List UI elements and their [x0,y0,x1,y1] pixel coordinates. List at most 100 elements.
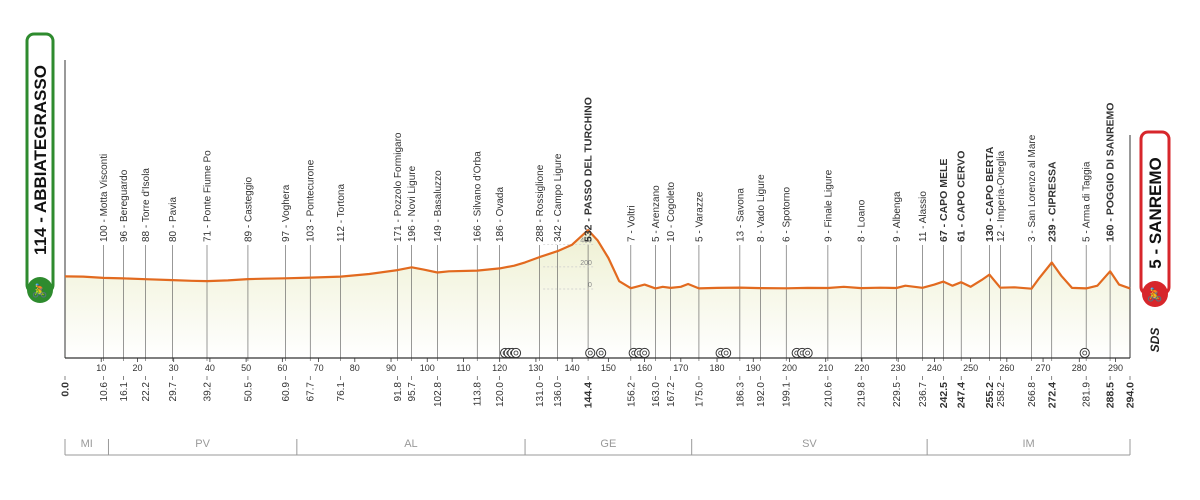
km-label: 10.6 [99,382,110,402]
km-label: 247.4 [956,382,968,408]
region-label: SV [802,438,817,450]
place-label: 342 - Campo Ligure [553,153,564,242]
place-label: 130 - CAPO BERTA [984,146,996,242]
x-tick-label: 190 [746,363,761,373]
road-marker-icon-inner [642,350,647,356]
km-label: 288.5 [1105,382,1117,408]
x-tick-label: 60 [277,363,287,373]
x-tick-label: 120 [492,363,507,373]
km-label: 186.3 [735,382,746,407]
km-label: 0.0 [60,382,72,397]
place-label: 12 - Imperia-Oneglia [996,150,1007,242]
x-tick-label: 70 [314,363,324,373]
region-label: IM [1022,438,1034,450]
km-label: 229.5 [892,382,903,407]
finish-cyclist-icon [1142,281,1168,307]
region-label: AL [404,438,417,450]
start-cyclist-glyph: 🚴 [32,283,48,298]
x-tick-label: 250 [963,363,978,373]
x-tick-label: 160 [637,363,652,373]
y-tick-label: 0 [588,282,592,289]
start-cyclist-icon [27,277,53,303]
place-label: 186 - Ovada [495,187,506,242]
km-label: 255.2 [984,382,996,408]
place-label: 71 - Ponte Fiume Po [203,150,214,242]
place-label: 9 - Albenga [892,191,903,242]
place-label: 89 - Casteggio [243,177,254,242]
km-label: 242.5 [938,382,950,408]
place-label: 160 - POGGIO DI SANREMO [1105,103,1117,242]
x-tick-label: 180 [710,363,725,373]
road-marker-icon [596,347,607,359]
km-label: 167.2 [666,382,677,407]
km-label: 95.7 [407,382,418,402]
x-tick-label: 280 [1072,363,1087,373]
km-label: 16.1 [119,382,130,402]
x-tick-label: 30 [169,363,179,373]
road-marker-icon [1079,347,1090,359]
place-label: 13 - Savona [735,188,746,242]
road-marker-icon-inner [723,350,729,356]
x-tick-label: 260 [999,363,1014,373]
km-label: 199.1 [782,382,793,407]
place-label: 149 - Basaluzzo [433,170,444,242]
road-marker-icon [585,347,596,359]
road-marker-icon-inner [1082,350,1088,356]
x-tick-label: 200 [782,363,797,373]
km-label: 294.0 [1125,382,1137,408]
place-label: 103 - Pontecurone [306,159,317,242]
x-tick-label: 230 [891,363,906,373]
place-label: 288 - Rossiglione [535,164,546,242]
x-tick-label: 240 [927,363,942,373]
x-tick-label: 210 [818,363,833,373]
place-label: 7 - Voltri [626,205,637,242]
km-label: 192.0 [756,382,767,407]
start-label: 114 - ABBIATEGRASSO [31,65,50,255]
sponsor-logo: SDS [1148,328,1162,353]
place-label: 6 - Spotorno [782,187,793,242]
place-label: 239 - CIPRESSA [1046,161,1058,242]
km-label: 281.9 [1082,382,1093,407]
road-marker-icon-inner [513,350,519,356]
x-tick-label: 110 [456,363,470,373]
km-label: 266.8 [1027,382,1038,407]
road-marker-icon [720,347,732,359]
place-label: 80 - Pavia [168,197,179,242]
place-label: 171 - Pozzolo Formigaro [393,132,404,242]
x-tick-label: 130 [528,363,543,373]
km-label: 67.7 [306,382,317,402]
place-label: 5 - Arenzano [651,185,662,242]
x-tick-label: 150 [601,363,616,373]
km-label: 163.0 [651,382,662,407]
km-label: 120.0 [495,382,506,407]
x-tick-label: 20 [132,363,142,373]
km-label: 156.2 [626,382,637,407]
km-label: 39.2 [203,382,214,402]
y-tick-label: 200 [580,260,592,267]
place-label: 96 - Bereguardo [119,169,130,242]
place-label: 88 - Torre d'Isola [141,168,152,242]
profile-area [65,230,1130,358]
place-label: 8 - Loano [857,199,868,242]
x-tick-label: 100 [420,363,435,373]
km-label: 60.9 [281,382,292,402]
place-label: 10 - Cogoleto [666,182,677,242]
x-tick-label: 140 [565,363,580,373]
km-label: 258.2 [996,382,1007,407]
y-tick-label: 400 [580,238,592,245]
finish-label: 5 - SANREMO [1146,157,1165,268]
x-tick-label: 10 [96,363,106,373]
km-label: 236.7 [918,382,929,407]
km-label: 131.0 [535,382,546,407]
km-label: 210.6 [823,382,834,407]
place-label: 8 - Vado Ligure [756,174,767,242]
place-label: 11 - Alassio [918,191,929,242]
km-label: 91.8 [393,382,404,402]
region-label: GE [600,438,616,450]
km-label: 76.1 [336,382,347,402]
x-tick-label: 90 [386,363,396,373]
place-label: 67 - CAPO MELE [938,159,950,242]
finish-cyclist-glyph: 🚴 [1147,287,1163,302]
road-marker-icon [639,347,650,359]
